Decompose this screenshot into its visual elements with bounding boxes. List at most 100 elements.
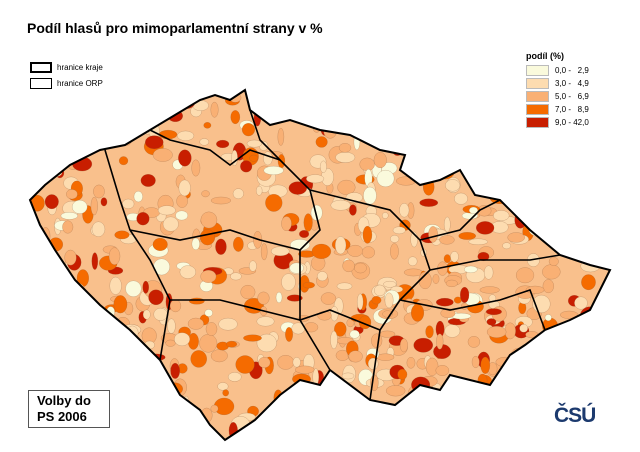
region-boundaries — [104, 109, 561, 401]
municipality-patch — [218, 318, 238, 331]
legend-region-boundary: hranice kraje — [30, 62, 103, 73]
municipality-patch — [427, 398, 435, 415]
municipality-patch — [509, 152, 522, 168]
legend-label: 7,0 - 8,9 — [555, 105, 589, 114]
municipality-patch — [154, 410, 171, 420]
municipality-patch — [60, 212, 78, 220]
municipality-patch — [461, 437, 480, 440]
municipality-patch — [569, 430, 586, 440]
municipality-patch — [40, 297, 53, 310]
municipality-patch — [435, 130, 454, 140]
municipality-patch — [505, 426, 517, 440]
municipality-patch — [573, 234, 585, 245]
municipality-patch — [487, 90, 496, 96]
map-title: Podíl hlasů pro mimoparlamentní strany v… — [27, 20, 323, 36]
municipality-patch — [203, 122, 212, 129]
municipality-patch — [474, 142, 483, 156]
municipality-patch — [172, 90, 187, 104]
municipality-patch — [337, 180, 356, 195]
municipality-patch — [420, 108, 427, 122]
municipality-patch — [58, 149, 73, 165]
municipality-patch — [90, 196, 98, 216]
municipality-patch — [586, 362, 604, 380]
municipality-patch — [68, 125, 83, 141]
municipality-patch — [532, 410, 544, 425]
municipality-patch — [78, 120, 99, 137]
municipality-patch — [71, 290, 81, 299]
municipality-patch — [55, 266, 64, 276]
region-boundary — [399, 288, 546, 331]
municipality-patch — [30, 220, 39, 236]
municipality-patch — [146, 90, 155, 96]
municipality-patch — [452, 432, 472, 440]
municipality-patch — [136, 212, 150, 226]
municipality-patch — [375, 438, 383, 440]
municipality-patch — [191, 237, 200, 250]
municipality-patch — [44, 194, 59, 209]
municipality-patch — [592, 94, 609, 104]
municipality-patch — [527, 361, 545, 379]
municipality-patch — [599, 221, 610, 239]
municipality-patch — [30, 275, 37, 287]
municipality-patch — [392, 433, 411, 440]
municipality-patch — [433, 161, 450, 174]
municipality-patch — [87, 143, 97, 151]
municipality-patch — [404, 428, 416, 440]
municipality-patch — [53, 311, 69, 327]
municipality-patch — [371, 111, 380, 126]
municipality-patch — [295, 365, 315, 374]
municipality-patch — [382, 212, 389, 219]
municipality-patch — [136, 352, 152, 362]
municipality-patch — [30, 382, 36, 390]
municipality-patch — [30, 285, 39, 295]
municipality-patch — [200, 211, 218, 229]
municipality-patch — [553, 167, 564, 186]
municipality-patch — [600, 296, 610, 312]
municipality-patch — [307, 393, 324, 401]
municipality-patch — [335, 236, 347, 255]
municipality-patch — [550, 138, 560, 157]
municipality-patch — [120, 123, 136, 131]
municipality-patch — [106, 426, 118, 439]
municipality-patch — [597, 108, 609, 125]
municipality-patch — [412, 147, 431, 155]
municipality-patch — [261, 243, 268, 261]
municipality-patch — [281, 216, 292, 231]
municipality-patch — [329, 433, 344, 440]
municipality-patch — [310, 204, 323, 221]
municipality-patch — [179, 265, 196, 279]
municipality-patch — [275, 291, 283, 303]
municipality-patch — [140, 90, 147, 95]
municipality-patch — [130, 342, 140, 355]
municipality-patch — [533, 425, 544, 434]
municipality-patch — [503, 182, 513, 197]
municipality-patch — [303, 213, 313, 232]
municipality-patch — [40, 107, 57, 120]
municipality-patch — [177, 95, 196, 109]
municipality-patch — [452, 396, 467, 415]
municipality-patch — [538, 165, 546, 180]
municipality-patch — [479, 286, 500, 294]
municipality-patch — [411, 303, 424, 322]
municipality-patch — [152, 237, 168, 251]
municipality-patch — [602, 422, 610, 435]
municipality-patch — [552, 430, 561, 440]
municipality-patch — [108, 430, 121, 440]
municipality-patch — [249, 154, 259, 162]
municipality-patch — [444, 216, 451, 233]
municipality-patch — [583, 169, 596, 177]
municipality-patch — [201, 190, 210, 198]
municipality-patch — [68, 109, 85, 122]
municipality-patch — [445, 179, 461, 192]
municipality-patch — [500, 368, 518, 387]
municipality-patch — [292, 438, 310, 440]
municipality-patch — [533, 385, 549, 396]
municipality-patch — [580, 374, 588, 383]
municipality-patch — [417, 410, 427, 417]
municipality-patch — [600, 153, 607, 163]
municipality-patch — [561, 217, 569, 227]
municipality-patch — [399, 203, 410, 218]
municipality-patch — [587, 91, 607, 100]
municipality-patch — [91, 315, 107, 331]
